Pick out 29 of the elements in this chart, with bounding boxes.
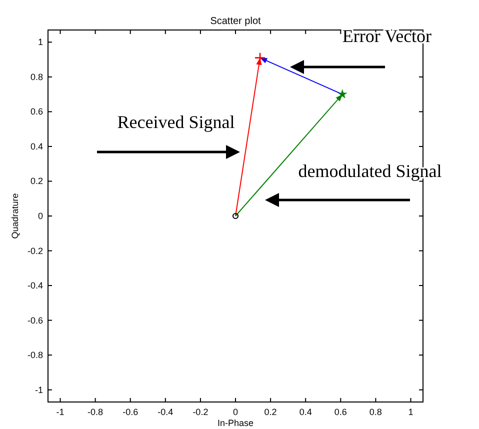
y-tick-label: -0.8: [27, 350, 43, 360]
y-tick-label: -0.2: [27, 246, 43, 256]
point: [254, 52, 266, 64]
x-tick-label: 0.2: [264, 407, 277, 417]
x-tick-label: -1: [56, 407, 64, 417]
y-tick-label: -1: [34, 384, 43, 395]
x-tick-label: 1: [408, 407, 414, 417]
x-tick-label: -0.2: [192, 407, 208, 417]
point: [232, 212, 239, 220]
x-tick-label: -0.8: [88, 407, 104, 417]
x-tick-label: -0.4: [158, 407, 174, 417]
y-tick-label: 0.2: [30, 176, 43, 186]
chart-title: Scatter plot: [210, 16, 262, 27]
y-tick-label: -0.6: [27, 315, 43, 326]
y-tick-label: 0.6: [30, 106, 43, 117]
x-tick-label: 0.6: [334, 407, 347, 417]
x-tick-label: 0: [232, 407, 238, 417]
y-tick-label: 0: [38, 211, 43, 221]
x-tick-label: 0.8: [369, 407, 382, 417]
point: [337, 89, 348, 98]
y-tick-label: -0.4: [27, 280, 43, 291]
x-axis-title: In-Phase: [217, 418, 254, 428]
y-tick-label: 0.8: [30, 72, 43, 82]
x-tick-label: -0.6: [122, 407, 138, 417]
annotation: Received Signal: [117, 112, 235, 132]
y-axis-title: Quadrature: [10, 193, 20, 239]
y-tick-label: 1: [38, 37, 43, 48]
y-tick-label: 0.4: [30, 141, 43, 152]
x-tick-label: 0.4: [299, 407, 312, 417]
